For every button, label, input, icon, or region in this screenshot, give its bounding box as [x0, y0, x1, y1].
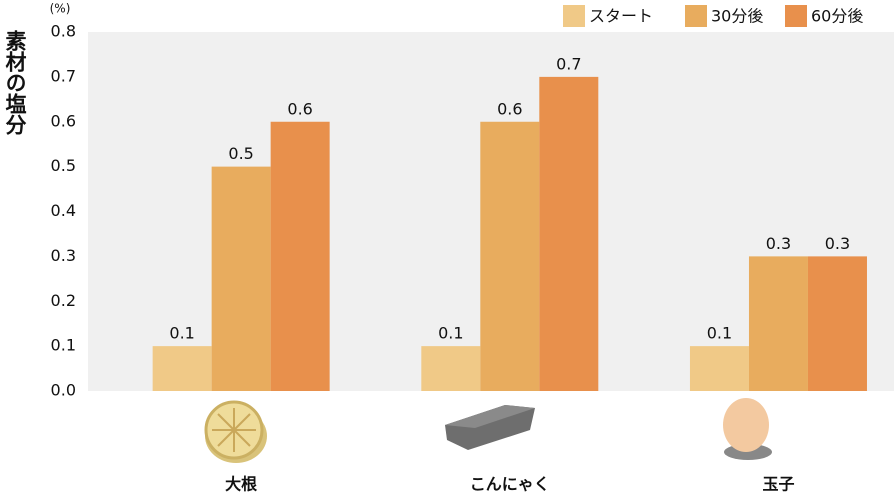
- daikon-icon: [204, 400, 267, 463]
- bar: [211, 166, 271, 391]
- y-tick-label: 0.1: [51, 336, 76, 355]
- bar: [748, 256, 808, 391]
- x-tick-label: 玉子: [762, 475, 794, 494]
- bar: [480, 121, 540, 391]
- value-label: 0.3: [766, 234, 791, 253]
- bar: [270, 121, 330, 391]
- y-unit: (%): [50, 2, 71, 16]
- legend-swatch: [563, 5, 585, 27]
- bar: [807, 256, 867, 391]
- y-tick-label: 0.5: [51, 156, 76, 175]
- y-tick-label: 0.8: [51, 22, 76, 41]
- legend-swatch: [685, 5, 707, 27]
- legend-swatch: [785, 5, 807, 27]
- y-tick-label: 0.6: [51, 111, 76, 130]
- legend-label: スタート: [589, 7, 653, 26]
- bar: [689, 346, 749, 391]
- egg-icon: [723, 398, 772, 460]
- bar: [539, 76, 599, 391]
- konnyaku-icon: [445, 405, 535, 450]
- y-tick-label: 0.4: [51, 201, 76, 220]
- value-label: 0.6: [287, 99, 312, 118]
- bar: [152, 346, 212, 391]
- value-label: 0.6: [497, 99, 522, 118]
- value-label: 0.1: [438, 324, 463, 343]
- y-tick-label: 0.3: [51, 246, 76, 265]
- y-tick-label: 0.0: [51, 381, 76, 400]
- x-tick-label: こんにゃく: [470, 475, 550, 494]
- value-label: 0.3: [825, 234, 850, 253]
- value-label: 0.1: [169, 324, 194, 343]
- x-tick-label: 大根: [225, 475, 257, 494]
- bar: [421, 346, 481, 391]
- value-label: 0.5: [228, 144, 253, 163]
- y-tick-label: 0.2: [51, 291, 76, 310]
- legend-label: 60分後: [811, 7, 863, 26]
- value-label: 0.7: [556, 54, 581, 73]
- value-label: 0.1: [707, 324, 732, 343]
- y-tick-label: 0.7: [51, 66, 76, 85]
- legend-label: 30分後: [711, 7, 763, 26]
- y-axis-title: 素材の塩分: [3, 29, 27, 136]
